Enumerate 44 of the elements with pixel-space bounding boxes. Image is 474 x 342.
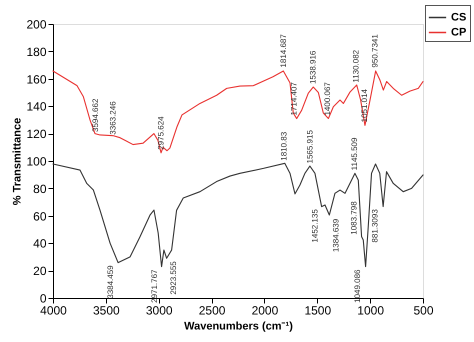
annotation: 950.7341: [370, 34, 380, 68]
x-tick-label: 3500: [93, 304, 120, 318]
y-tick-label: 160: [26, 72, 47, 86]
y-tick-label: 20: [33, 264, 47, 278]
legend-label: CP: [451, 26, 466, 38]
y-tick-label: 40: [33, 236, 47, 251]
x-tick-label: 500: [413, 304, 434, 318]
x-tick-label: 4000: [40, 304, 68, 318]
annotation: 1384.639: [332, 218, 341, 252]
annotation: 1083.798: [349, 200, 358, 235]
annotation: 1814.687: [279, 34, 288, 68]
annotation: 1400.067: [322, 82, 332, 116]
annotation: 3594.662: [90, 98, 100, 132]
y-tick-label: 140: [26, 100, 47, 114]
annotation: 1130.082: [351, 49, 360, 83]
y-tick-label: 100: [26, 154, 47, 168]
x-tick-label: 1500: [304, 304, 332, 318]
annotation: 2971.767: [150, 268, 159, 303]
y-tick-label: 0: [40, 292, 47, 306]
annotation: 881.3093: [370, 208, 380, 243]
annotation: 1565.915: [305, 130, 314, 164]
annotation: 1051.014: [360, 88, 369, 122]
x-tick-label: 1000: [357, 304, 384, 318]
y-tick-label: 60: [33, 209, 47, 224]
x-tick-label: 2500: [198, 304, 226, 318]
annotation: 1810.83: [280, 131, 289, 161]
y-tick-label: 200: [26, 18, 47, 32]
y-tick-label: 120: [26, 127, 47, 142]
y-tick-label: 180: [26, 44, 47, 59]
annotation: 1714.407: [290, 82, 299, 116]
annotation: 2923.555: [168, 260, 178, 295]
x-tick-label: 3000: [146, 304, 173, 318]
annotation: 3363.246: [108, 100, 118, 135]
x-axis-title: Wavenumbers (cm⁻¹): [184, 320, 294, 332]
annotation: 1049.086: [352, 268, 362, 303]
annotation: 1538.916: [308, 50, 318, 84]
annotation: 3384.459: [106, 264, 116, 299]
legend-label: CS: [451, 12, 466, 24]
y-axis-title: % Transmittance: [11, 118, 24, 206]
y-tick-label: 80: [33, 182, 47, 196]
annotation: 1452.135: [310, 208, 320, 243]
x-tick-label: 2000: [252, 304, 279, 318]
annotation: 2975.624: [156, 116, 166, 150]
annotation: 1145.509: [350, 137, 359, 170]
